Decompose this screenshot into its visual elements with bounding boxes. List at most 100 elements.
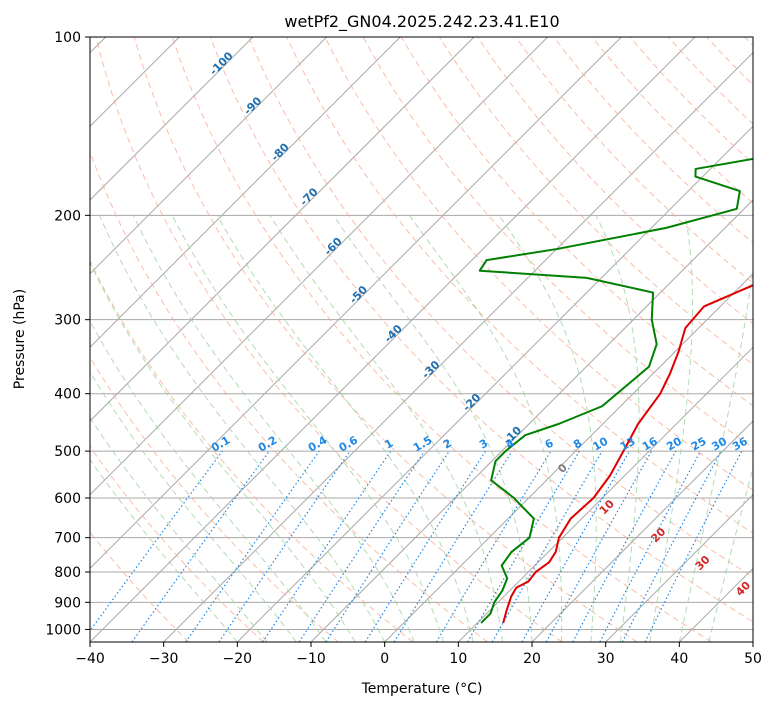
isotherm-line <box>90 37 475 422</box>
x-tick-label: 40 <box>670 651 688 667</box>
isotherm-label: -90 <box>241 94 264 117</box>
moist-adiabat-label: 30 <box>693 553 713 573</box>
moist-adiabat-line <box>171 215 445 642</box>
x-tick-label: 50 <box>744 651 762 667</box>
moist-adiabat-line <box>90 320 327 642</box>
y-tick-label: 700 <box>54 531 81 547</box>
temperature-trace <box>502 284 753 624</box>
x-tick-label: 10 <box>449 651 467 667</box>
isotherm-label: -80 <box>269 140 292 163</box>
isotherm-line <box>531 420 753 642</box>
moist-adiabat-line <box>649 215 694 642</box>
moist-adiabat-line <box>409 215 563 642</box>
dry-adiabat-line <box>553 37 753 244</box>
moist-adiabat-line <box>332 215 533 642</box>
mixing-ratio-line <box>393 450 513 642</box>
y-tick-label: 300 <box>54 313 81 329</box>
y-tick-label: 100 <box>54 30 81 46</box>
background-lines <box>90 37 753 642</box>
mixing-ratio-line <box>325 450 450 642</box>
isotherm-line <box>90 37 549 496</box>
mixing-ratio-label: 2 <box>441 437 454 452</box>
isotherm-label: -100 <box>207 49 236 78</box>
axes: −40 −30 −20 −10 0 10 20 30 40 5010020030040050060… <box>45 30 762 667</box>
isotherm-label: -60 <box>322 235 345 258</box>
isotherm-label: -50 <box>347 283 370 306</box>
isotherm-line <box>678 567 753 642</box>
isotherm-line <box>90 37 622 570</box>
x-tick-label: 0 <box>380 651 389 667</box>
moist-adiabat-line <box>269 215 504 642</box>
isotherm-line <box>90 37 696 642</box>
isotherm-line <box>605 493 753 642</box>
mixing-ratio-label: 6 <box>543 436 556 451</box>
dry-adiabat-line <box>90 150 488 642</box>
isotherm-line <box>310 199 753 642</box>
x-axis-label: Temperature (°C) <box>361 681 483 697</box>
x-tick-label: −30 <box>149 651 179 667</box>
dry-adiabat-line <box>744 37 753 47</box>
dry-adiabat-line <box>248 37 753 578</box>
dry-adiabat-line <box>286 37 753 534</box>
mixing-ratio-line <box>90 450 223 632</box>
x-tick-label: −10 <box>296 651 326 667</box>
dry-adiabat-line <box>629 37 753 165</box>
moist-adiabat-line <box>216 215 474 642</box>
mixing-ratio-line <box>185 450 320 642</box>
dry-adiabat-line <box>90 531 190 642</box>
isotherm-line <box>90 37 401 349</box>
dry-adiabat-line <box>133 37 638 642</box>
y-tick-label: 200 <box>54 208 81 224</box>
moist-adiabat-line <box>678 264 753 642</box>
mixing-ratio-line <box>572 450 677 642</box>
moist-adiabat-line <box>595 215 640 642</box>
dry-adiabat-line <box>90 445 264 642</box>
isotherm-line <box>90 37 254 201</box>
dry-adiabat-line <box>591 37 753 204</box>
mixing-ratio-line <box>131 450 270 642</box>
dry-adiabat-line <box>439 37 753 366</box>
isotherm-label: -40 <box>382 322 405 345</box>
dry-adiabat-line <box>668 37 753 125</box>
dry-adiabat-line <box>515 37 753 284</box>
y-tick-label: 900 <box>54 595 81 611</box>
mixing-ratio-line <box>599 450 702 642</box>
x-tick-label: 30 <box>597 651 615 667</box>
isotherm-line <box>752 641 753 642</box>
moist-adiabat-line <box>90 371 297 642</box>
dry-adiabat-label: 0 <box>555 461 570 476</box>
moist-adiabat-label: 40 <box>733 579 753 599</box>
chart-title: wetPf2_GN04.2025.242.23.41.E10 <box>284 12 559 32</box>
isotherm-line <box>457 346 753 642</box>
dry-adiabat-line <box>706 37 753 86</box>
mixing-ratio-line <box>298 450 425 642</box>
isotherm-line <box>163 51 753 642</box>
x-tick-label: 20 <box>523 651 541 667</box>
isotherm-label: -70 <box>297 185 320 208</box>
moist-adiabat-line <box>708 465 753 642</box>
y-axis-label: Pressure (hPa) <box>12 289 28 389</box>
isotherm-line <box>236 125 753 642</box>
moist-adiabat-line <box>99 215 386 642</box>
x-tick-label: −40 <box>75 651 105 667</box>
y-tick-label: 800 <box>54 565 81 581</box>
y-tick-label: 400 <box>54 387 81 403</box>
moist-adiabat-line <box>90 416 268 642</box>
sounding-traces <box>478 157 753 624</box>
dry-adiabat-line <box>90 356 339 642</box>
dry-adiabat-line <box>477 37 753 325</box>
dry-adiabat-line <box>95 37 563 642</box>
mixing-ratio-line <box>364 450 486 642</box>
mixing-ratio-line <box>262 450 392 642</box>
moist-adiabat-line <box>133 215 415 642</box>
mixing-ratio-line <box>466 450 580 642</box>
dry-adiabat-line <box>90 259 414 642</box>
y-tick-label: 500 <box>54 444 81 460</box>
mixing-ratio-line <box>644 450 743 642</box>
isotherm-line <box>384 272 753 642</box>
mixing-ratio-line <box>521 450 631 642</box>
moist-adiabat-line <box>90 458 238 642</box>
isotherm-label: -20 <box>460 391 483 414</box>
plot-frame <box>89 36 754 643</box>
